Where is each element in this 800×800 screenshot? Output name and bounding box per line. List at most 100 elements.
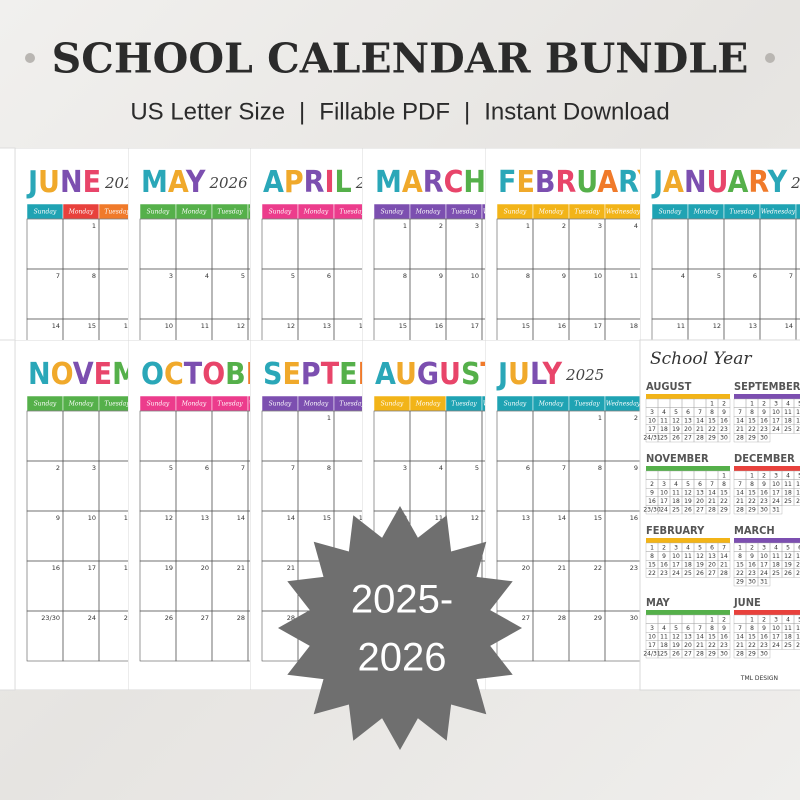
mini-day: 7 xyxy=(738,409,742,416)
day-number: 18 xyxy=(630,322,638,330)
mini-day: 12 xyxy=(696,553,704,560)
day-number: 29 xyxy=(594,614,602,622)
mini-day: 14 xyxy=(696,634,704,641)
dot xyxy=(25,53,35,63)
day-number: 10 xyxy=(88,514,96,522)
weekday-label: Sunday xyxy=(381,209,404,216)
mini-day: 19 xyxy=(796,490,800,497)
mini-day: 1 xyxy=(738,544,742,551)
mini-day: 26 xyxy=(784,570,792,577)
mini-day: 25 xyxy=(660,651,668,658)
day-number: 20 xyxy=(201,564,209,572)
mini-day: 19 xyxy=(684,498,692,505)
mini-day: 6 xyxy=(686,409,690,416)
day-number: 5 xyxy=(291,272,295,280)
day-number: 27 xyxy=(522,614,530,622)
mini-day: 30 xyxy=(760,507,768,514)
mini-day: 24/31 xyxy=(643,651,660,658)
year: 2025 xyxy=(565,366,604,384)
day-number: 14 xyxy=(785,322,793,330)
day-number: 11 xyxy=(677,322,685,330)
day-number: 5 xyxy=(717,272,721,280)
weekday-label: Monday xyxy=(181,401,207,408)
weekday-label: Wednesday xyxy=(606,209,641,216)
mini-day: 31 xyxy=(760,579,768,586)
mini-day: 16 xyxy=(760,490,768,497)
mini-header xyxy=(734,610,800,615)
mini-cell xyxy=(793,416,800,426)
mini-day: 16 xyxy=(760,634,768,641)
mini-day: 29 xyxy=(736,579,744,586)
mini-header xyxy=(734,394,800,399)
mini-cell xyxy=(793,632,800,642)
weekday-label: Monday xyxy=(415,401,441,408)
day-number: 11 xyxy=(124,514,132,522)
mini-day: 4 xyxy=(674,481,678,488)
mini-day: 22 xyxy=(708,426,716,433)
mini-day: 23 xyxy=(660,570,668,577)
weekday-label: Tuesday xyxy=(451,401,477,408)
mini-day: 12 xyxy=(672,634,680,641)
mini-day: 23 xyxy=(720,426,728,433)
day-number: 28 xyxy=(237,614,245,622)
day-number: 9 xyxy=(439,272,443,280)
mini-day: 16 xyxy=(748,562,756,569)
weekday-label: Tuesday xyxy=(729,209,755,216)
day-number: 9 xyxy=(562,272,566,280)
subtitle-part: | xyxy=(299,98,305,125)
mini-day: 15 xyxy=(748,634,756,641)
day-number: 13 xyxy=(522,514,530,522)
mini-day: 15 xyxy=(720,490,728,497)
mini-day: 9 xyxy=(762,625,766,632)
mini-day: 25 xyxy=(784,426,792,433)
day-number: 15 xyxy=(323,514,331,522)
mini-header xyxy=(646,466,730,471)
mini-day: 14 xyxy=(736,634,744,641)
mini-day: 24 xyxy=(760,570,768,577)
mini-day: 5 xyxy=(698,544,702,551)
month-name: MAY xyxy=(141,165,206,200)
mini-day: 27 xyxy=(696,507,704,514)
mini-day: 3 xyxy=(774,472,778,479)
day-number: 13 xyxy=(323,322,331,330)
mini-day: 17 xyxy=(772,634,780,641)
mini-day: 1 xyxy=(750,616,754,623)
day-number: 15 xyxy=(522,322,530,330)
mini-day: 11 xyxy=(672,490,680,497)
mini-day: 31 xyxy=(772,507,780,514)
weekday-label: Wednesday xyxy=(606,401,641,408)
mini-day: 6 xyxy=(710,544,714,551)
mini-day: 24 xyxy=(772,426,780,433)
mini-cell xyxy=(793,407,800,417)
mini-day: 9 xyxy=(722,625,726,632)
day-number: 3 xyxy=(598,222,602,230)
weekday-label: Sunday xyxy=(147,209,170,216)
mini-day: 20 xyxy=(708,562,716,569)
mini-day: 12 xyxy=(672,418,680,425)
weekday-cell xyxy=(795,203,800,220)
day-number: 27 xyxy=(201,614,209,622)
day-number: 3 xyxy=(475,222,479,230)
mini-header xyxy=(734,538,800,543)
mini-day: 13 xyxy=(684,418,692,425)
weekday-label: Monday xyxy=(538,209,564,216)
mini-day: 23 xyxy=(748,570,756,577)
mini-day: 18 xyxy=(660,426,668,433)
mini-day: 17 xyxy=(672,562,680,569)
mini-day: 8 xyxy=(722,481,726,488)
mini-day: 2 xyxy=(762,400,766,407)
calendar-page: JANUARY2026SundayMondayTuesdayWednesdayT… xyxy=(640,148,800,348)
mini-day: 17 xyxy=(760,562,768,569)
mini-day: 8 xyxy=(710,409,714,416)
mini-day: 19 xyxy=(696,562,704,569)
mini-cell xyxy=(793,614,800,624)
weekday-label: Sunday xyxy=(34,209,57,216)
mini-day: 27 xyxy=(684,435,692,442)
mini-day: 10 xyxy=(772,625,780,632)
mini-cell xyxy=(793,488,800,498)
weekday-label: Monday xyxy=(303,401,329,408)
mini-header xyxy=(646,394,730,399)
mini-day: 4 xyxy=(774,544,778,551)
mini-day: 5 xyxy=(674,409,678,416)
